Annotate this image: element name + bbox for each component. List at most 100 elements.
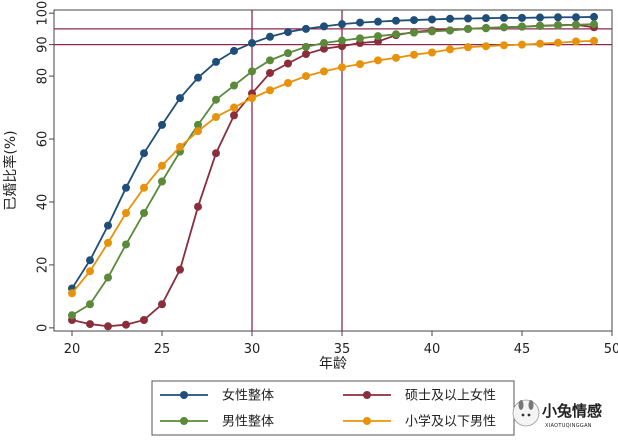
data-point <box>140 149 148 158</box>
data-point <box>428 27 436 36</box>
data-point <box>176 265 184 274</box>
legend-label: 女性整体 <box>222 388 274 404</box>
legend-swatch-marker <box>363 391 371 399</box>
x-tick-label: 40 <box>424 342 441 357</box>
y-axis-title: 已婚比率(%) <box>2 130 19 210</box>
y-tick-label: 0 <box>36 324 51 332</box>
data-point <box>266 32 274 41</box>
data-point <box>518 40 526 49</box>
data-point <box>356 34 364 43</box>
data-point <box>320 67 328 76</box>
data-point <box>572 20 580 29</box>
data-point <box>464 14 472 23</box>
data-point <box>158 161 166 170</box>
data-point <box>212 113 220 121</box>
data-point <box>464 43 472 52</box>
data-point <box>500 13 508 22</box>
rabbit-eye-right-icon <box>527 413 531 417</box>
series-4 <box>68 36 598 298</box>
plot-area <box>53 9 613 332</box>
data-point <box>104 273 112 282</box>
x-tick-label: 45 <box>514 342 531 357</box>
series-3 <box>68 20 598 320</box>
data-point <box>176 94 184 103</box>
data-point <box>356 60 364 69</box>
data-point <box>410 28 418 37</box>
data-point <box>266 86 274 95</box>
data-point <box>554 21 562 30</box>
data-point <box>158 120 166 129</box>
data-point <box>302 42 310 51</box>
data-point <box>158 177 166 186</box>
data-point <box>212 95 220 104</box>
x-axis-title: 年龄 <box>319 356 347 372</box>
data-point <box>320 39 328 48</box>
data-point <box>428 48 436 57</box>
data-point <box>104 221 112 230</box>
x-tick-label: 25 <box>154 342 171 357</box>
legend-item: 硕士及以上女性 <box>343 388 496 404</box>
y-tick-label: 40 <box>36 194 51 211</box>
data-point <box>104 322 112 331</box>
data-point <box>68 311 76 320</box>
data-point <box>536 39 544 48</box>
data-point <box>518 13 526 22</box>
data-point <box>104 238 112 247</box>
y-tick-label: 80 <box>36 68 51 85</box>
rabbit-logo-icon <box>512 399 540 427</box>
series-1 <box>68 12 598 293</box>
data-point <box>122 183 130 192</box>
y-axis: 0 20 40 60 80 90 100 <box>36 1 54 332</box>
data-point <box>248 67 256 76</box>
data-point <box>536 13 544 22</box>
data-point <box>554 13 562 22</box>
data-point <box>248 39 256 48</box>
data-point <box>122 240 130 249</box>
data-point <box>356 18 364 27</box>
data-point <box>500 41 508 50</box>
x-tick-label: 20 <box>64 342 81 357</box>
data-point <box>338 20 346 29</box>
data-point <box>194 202 202 211</box>
data-point <box>302 24 310 33</box>
data-point <box>122 208 130 217</box>
data-point <box>86 320 94 329</box>
data-point <box>338 42 346 51</box>
data-point <box>482 24 490 33</box>
data-point <box>554 38 562 47</box>
data-point <box>212 57 220 66</box>
series-layer <box>68 12 598 331</box>
watermark-subtitle: XIAOTUQINGGAN <box>545 423 592 429</box>
rabbit-eye-left-icon <box>521 413 525 417</box>
data-point <box>176 142 184 151</box>
x-tick-label: 35 <box>334 342 351 357</box>
legend-item: 女性整体 <box>160 388 274 404</box>
data-point <box>140 183 148 192</box>
data-point <box>446 14 454 23</box>
data-point <box>392 53 400 62</box>
data-point <box>392 30 400 39</box>
data-point <box>590 20 598 29</box>
x-tick-label: 30 <box>244 342 261 357</box>
data-point <box>230 111 238 120</box>
data-point <box>140 208 148 217</box>
data-point <box>374 32 382 41</box>
data-point <box>410 50 418 59</box>
data-point <box>464 24 472 33</box>
legend-swatch-marker <box>180 391 188 399</box>
data-point <box>158 300 166 309</box>
data-point <box>194 120 202 129</box>
data-point <box>212 149 220 158</box>
data-point <box>284 79 292 88</box>
data-point <box>590 12 598 21</box>
data-point <box>302 72 310 81</box>
legend-item: 小学及以下男性 <box>343 414 496 430</box>
data-point <box>338 63 346 72</box>
data-point <box>320 44 328 53</box>
data-point <box>194 73 202 82</box>
legend-swatch-marker <box>180 417 188 425</box>
data-point <box>266 56 274 65</box>
data-point <box>374 17 382 26</box>
